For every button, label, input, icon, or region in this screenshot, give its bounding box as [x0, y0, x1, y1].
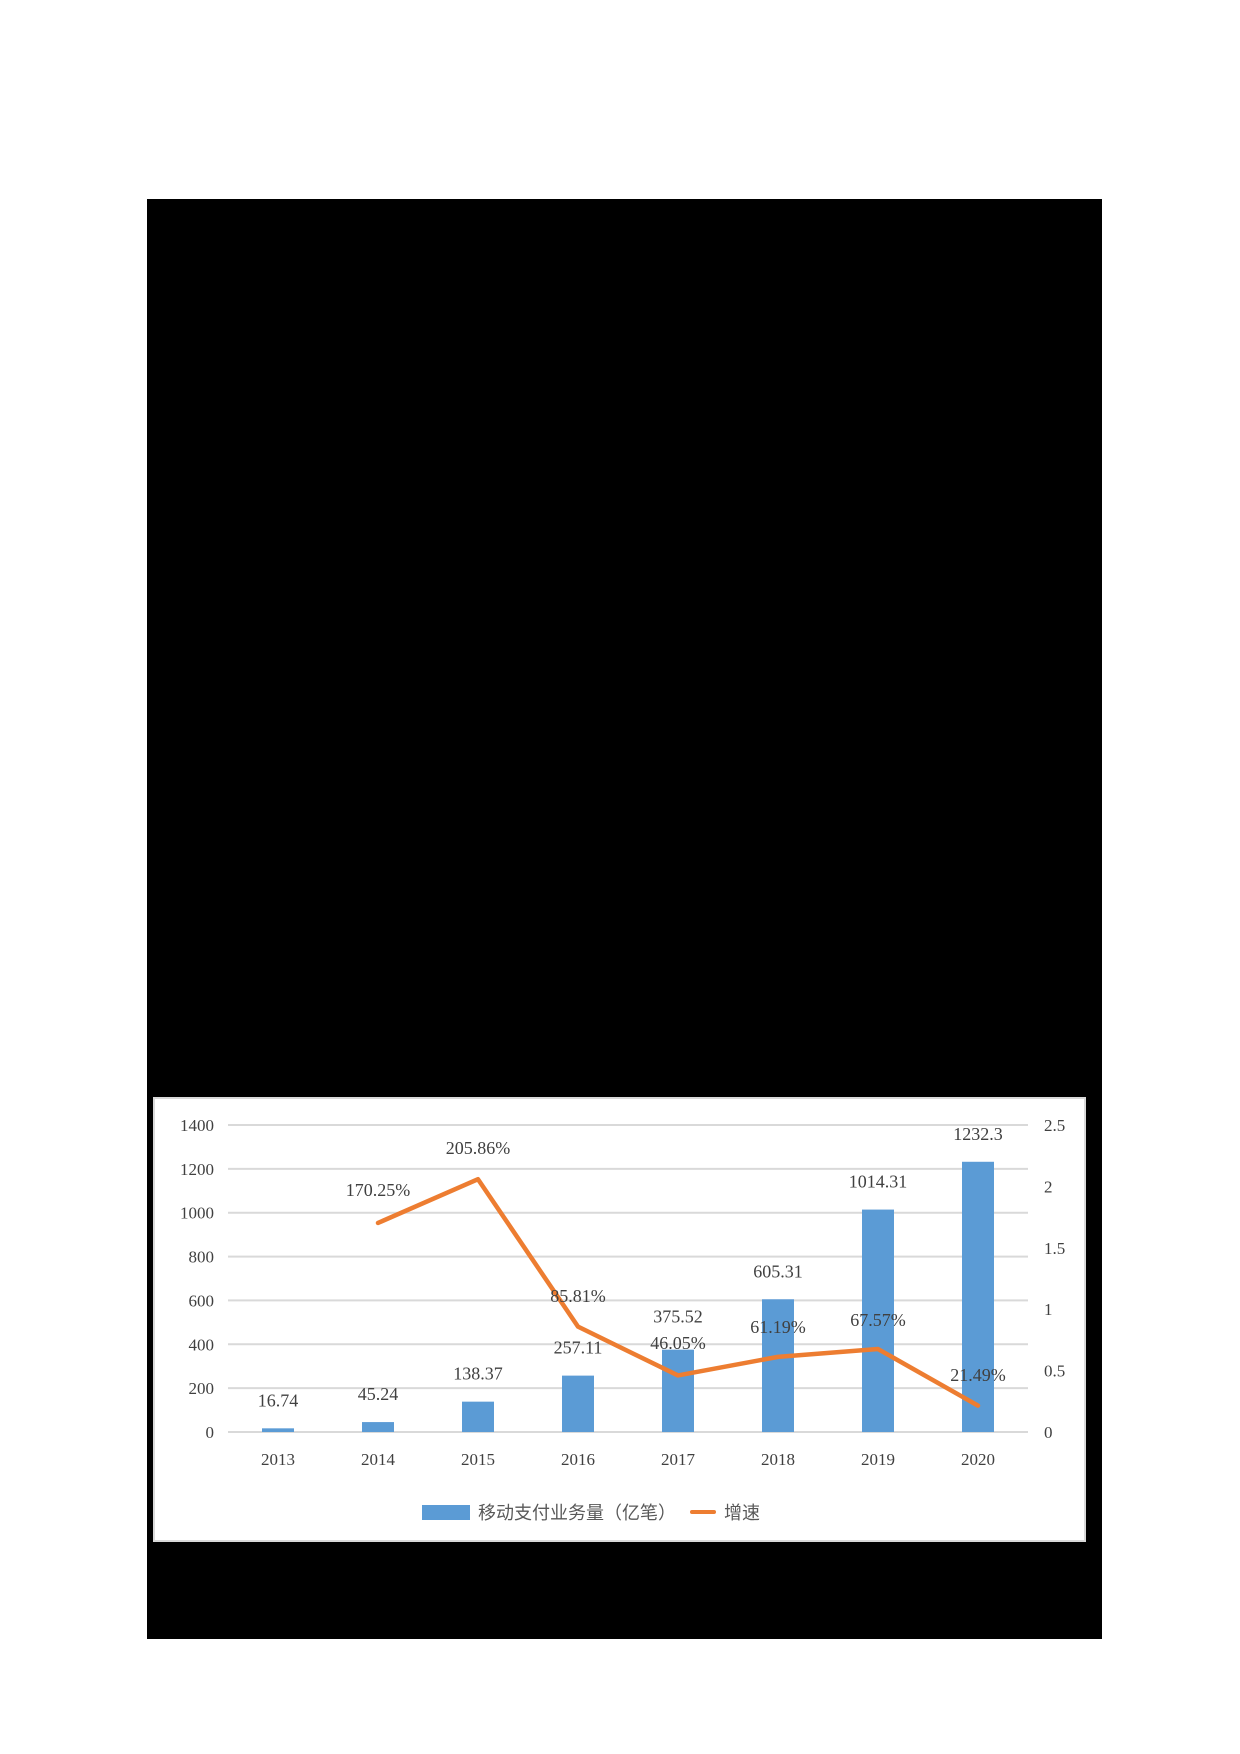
legend-bar-swatch-icon [422, 1504, 470, 1520]
right-axis-tick: 2.5 [1044, 1116, 1065, 1135]
bar-value-label: 1232.3 [953, 1124, 1003, 1144]
x-axis-tick: 2019 [861, 1450, 895, 1469]
bar-value-label: 1014.31 [849, 1172, 908, 1192]
x-axis-tick: 2015 [461, 1450, 495, 1469]
right-axis-tick: 1.5 [1044, 1239, 1065, 1258]
chart-legend: 移动支付业务量（亿笔） 增速 [422, 1499, 760, 1525]
growth-value-label: 85.81% [550, 1286, 606, 1306]
left-axis-tick: 800 [189, 1248, 215, 1267]
bar [362, 1422, 394, 1432]
bar-value-label: 375.52 [653, 1307, 703, 1327]
left-axis-tick: 0 [206, 1423, 215, 1442]
bar [462, 1401, 494, 1432]
left-axis-tick: 1200 [180, 1160, 214, 1179]
legend-bar-label: 移动支付业务量（亿笔） [478, 1503, 676, 1524]
x-axis-tick: 2014 [361, 1450, 396, 1469]
bar [562, 1375, 594, 1432]
bar [262, 1428, 294, 1432]
legend-line-swatch-icon [690, 1510, 716, 1514]
growth-value-label: 67.57% [850, 1310, 906, 1330]
right-axis-tick: 1 [1044, 1300, 1053, 1319]
x-axis-tick: 2018 [761, 1450, 795, 1469]
bar [662, 1349, 694, 1432]
right-axis-tick: 2 [1044, 1177, 1053, 1196]
bar-value-label: 45.24 [358, 1384, 399, 1404]
growth-value-label: 46.05% [650, 1333, 706, 1353]
growth-value-label: 21.49% [950, 1365, 1006, 1385]
bar [762, 1299, 794, 1432]
chart-panel [153, 1097, 1086, 1542]
bar-value-label: 16.74 [258, 1390, 299, 1410]
x-axis-tick: 2016 [561, 1450, 595, 1469]
left-axis-tick: 200 [189, 1379, 215, 1398]
left-axis-tick: 1000 [180, 1204, 214, 1223]
growth-value-label: 170.25% [346, 1180, 411, 1200]
growth-value-label: 61.19% [750, 1317, 806, 1337]
growth-line [375, 1176, 981, 1408]
bar-value-label: 605.31 [753, 1261, 803, 1281]
x-axis-tick: 2020 [961, 1450, 995, 1469]
bar-value-label: 138.37 [453, 1364, 503, 1384]
x-axis-tick: 2017 [661, 1450, 696, 1469]
left-axis-tick: 1400 [180, 1116, 214, 1135]
bar [862, 1209, 894, 1432]
right-axis-tick: 0.5 [1044, 1362, 1065, 1381]
bar-value-label: 257.11 [554, 1338, 603, 1358]
left-axis-tick: 600 [189, 1291, 215, 1310]
bar [962, 1161, 994, 1432]
left-axis-tick: 400 [189, 1335, 215, 1354]
right-axis-tick: 0 [1044, 1423, 1053, 1442]
x-axis-tick: 2013 [261, 1450, 295, 1469]
growth-value-label: 205.86% [446, 1138, 511, 1158]
legend-line-label: 增速 [724, 1503, 760, 1524]
